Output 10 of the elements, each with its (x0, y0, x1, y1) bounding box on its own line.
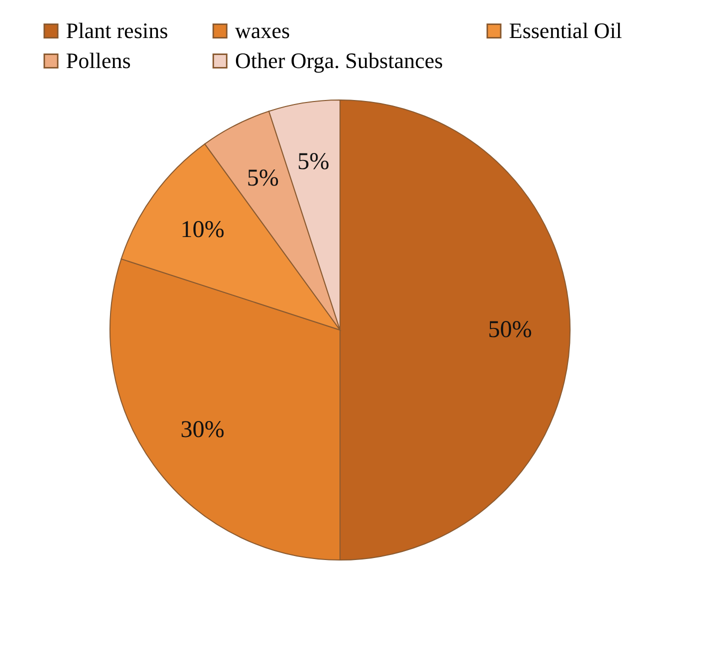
data-label: 50% (488, 317, 532, 343)
legend-label: Essential Oil (509, 18, 622, 43)
legend-label: waxes (235, 18, 290, 43)
data-label: 10% (180, 217, 224, 244)
legend-label: Pollens (66, 48, 131, 73)
legend-label: Other Orga. Substances (235, 48, 443, 73)
data-label: 30% (180, 416, 224, 443)
legend-label: Plant resins (66, 18, 168, 43)
data-label: 5% (246, 166, 279, 192)
data-label: 5% (297, 149, 330, 176)
